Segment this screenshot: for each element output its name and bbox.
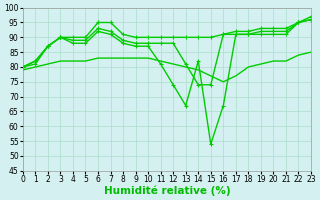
X-axis label: Humidité relative (%): Humidité relative (%): [104, 185, 230, 196]
